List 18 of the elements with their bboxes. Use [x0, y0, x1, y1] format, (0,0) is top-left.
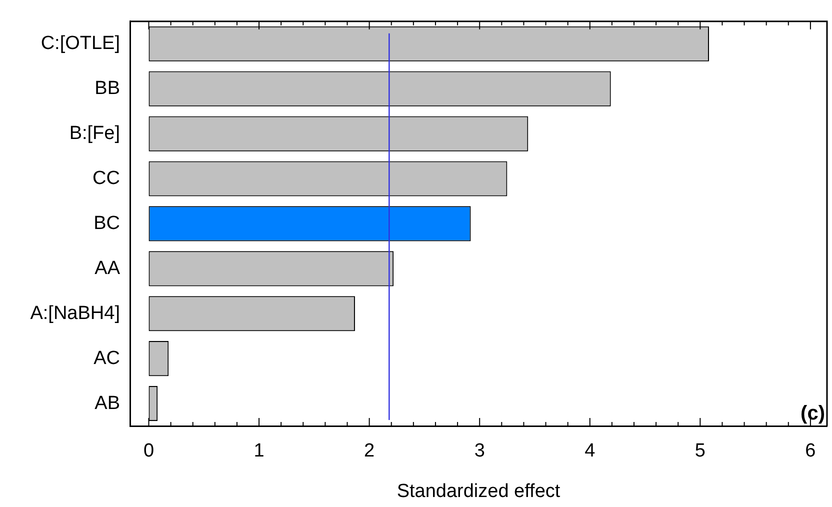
- y-tick-label: AB: [94, 392, 120, 414]
- y-tick-label: BB: [94, 78, 120, 100]
- x-tick-label: 0: [143, 440, 154, 462]
- x-tick-label: 3: [474, 440, 485, 462]
- y-tick-label: AA: [94, 258, 120, 279]
- x-tick-label: 4: [584, 440, 596, 462]
- y-tick-label: A:[NaBH4]: [30, 302, 120, 324]
- x-tick-label: 6: [805, 440, 816, 462]
- y-tick-label: C:[OTLE]: [40, 33, 120, 54]
- y-tick-label: AC: [94, 348, 120, 369]
- y-tick-label: CC: [92, 168, 120, 189]
- y-tick-label: B:[Fe]: [69, 123, 120, 144]
- x-tick-label: 1: [254, 440, 264, 462]
- x-tick-label: 2: [364, 440, 375, 462]
- y-tick-label: BC: [94, 212, 120, 234]
- x-axis-title: Standardized effect: [396, 480, 561, 502]
- annotation: (c): [800, 402, 825, 425]
- x-tick-label: 5: [694, 440, 706, 462]
